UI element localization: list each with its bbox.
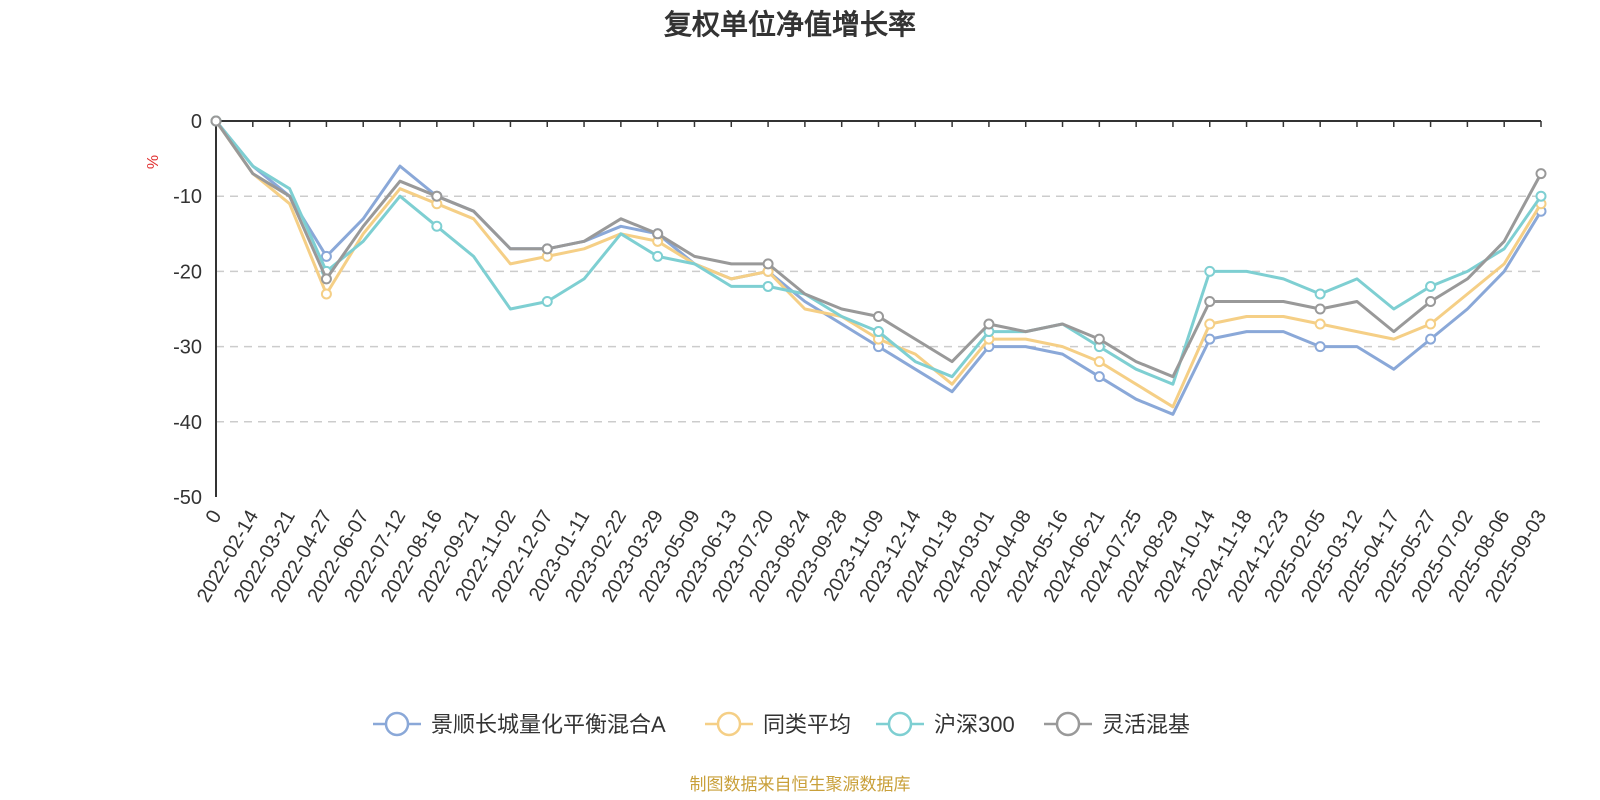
- data-point: [431, 220, 443, 232]
- data-point: [1093, 333, 1105, 345]
- data-point: [1093, 371, 1105, 383]
- series-line: [214, 120, 1543, 416]
- legend-item-3[interactable]: 灵活混基: [1044, 711, 1190, 737]
- legend-label: 景顺长城量化平衡混合A: [431, 712, 666, 737]
- series-line: [214, 120, 1543, 409]
- series-3: [210, 115, 1547, 379]
- data-point: [1425, 318, 1437, 330]
- grid-layer: [216, 195, 1541, 423]
- data-point: [1314, 341, 1326, 353]
- data-point: [762, 258, 774, 270]
- series-0: [210, 115, 1547, 416]
- data-point: [1204, 318, 1216, 330]
- data-point: [762, 280, 774, 292]
- data-point: [1535, 168, 1547, 180]
- data-point: [320, 273, 332, 285]
- data-point: [1204, 295, 1216, 307]
- series-1: [210, 115, 1547, 409]
- data-point: [652, 250, 664, 262]
- legend-swatch-marker: [716, 711, 742, 737]
- y-tick-label: -50: [173, 487, 202, 509]
- legend-label: 同类平均: [763, 712, 851, 737]
- y-tick-label: -30: [173, 337, 202, 359]
- data-point: [1093, 356, 1105, 368]
- legend-item-0[interactable]: 景顺长城量化平衡混合A: [373, 711, 666, 737]
- data-point: [541, 295, 553, 307]
- data-point: [541, 243, 553, 255]
- legend[interactable]: 景顺长城量化平衡混合A 同类平均 沪深300 灵活混基: [373, 711, 1190, 737]
- data-point: [1314, 318, 1326, 330]
- y-axis-label: %: [145, 155, 162, 169]
- data-point: [320, 288, 332, 300]
- legend-label: 沪深300: [934, 712, 1015, 737]
- data-point: [1204, 333, 1216, 345]
- x-tick-label: 0: [202, 507, 227, 528]
- y-tick-label: -40: [173, 412, 202, 434]
- data-point: [652, 228, 664, 240]
- data-point: [1425, 333, 1437, 345]
- legend-label: 灵活混基: [1102, 712, 1190, 737]
- legend-swatch-marker: [384, 711, 410, 737]
- data-point: [431, 190, 443, 202]
- data-point: [1204, 265, 1216, 277]
- data-source-note: 制图数据来自恒生聚源数据库: [690, 775, 911, 794]
- data-point: [873, 326, 884, 338]
- data-point: [983, 318, 995, 330]
- axis-layer: 0-10-20-30-40-5002022-02-142022-03-21202…: [173, 111, 1551, 606]
- data-point: [873, 311, 884, 323]
- series-layer: [210, 115, 1547, 416]
- legend-swatch-marker: [887, 711, 913, 737]
- y-tick-label: -10: [173, 186, 202, 208]
- data-point: [1535, 190, 1547, 202]
- y-tick-label: -20: [173, 261, 202, 283]
- legend-swatch-marker: [1055, 711, 1081, 737]
- legend-item-2[interactable]: 沪深300: [876, 711, 1015, 737]
- data-point: [1425, 295, 1437, 307]
- data-point: [210, 115, 222, 127]
- data-point: [320, 250, 332, 262]
- data-point: [1314, 288, 1326, 300]
- chart-title: 复权单位净值增长率: [664, 8, 916, 40]
- data-point: [1425, 280, 1437, 292]
- legend-item-1[interactable]: 同类平均: [705, 711, 851, 737]
- data-point: [1314, 303, 1326, 315]
- y-tick-label: 0: [191, 111, 202, 133]
